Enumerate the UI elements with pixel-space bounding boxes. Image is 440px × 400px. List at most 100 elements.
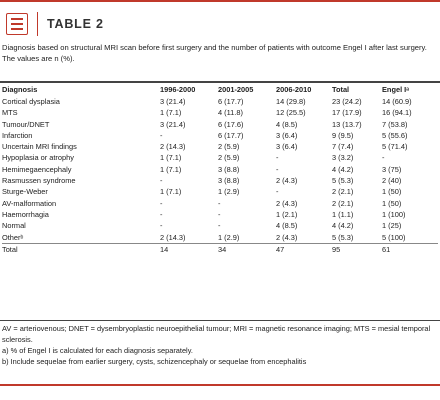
value-cell: - [276,164,279,174]
value-cell: 1 (7.1) [160,164,182,174]
footnote-b: b) Include sequelae from earlier surgery… [2,357,307,366]
diagnosis-cell: MTS [2,108,18,118]
total-cell: 34 [218,242,276,256]
value-cell: 7 (7.4) [332,142,354,152]
value-cell: 4 (8.5) [276,221,298,231]
top-accent-rule [0,0,440,2]
value-cell: 1 (2.9) [218,232,240,242]
table-row: Haemorrhagia - - 1 (2.1) 1 (1.1) 1 (100) [2,209,438,220]
value-cell: 4 (8.5) [276,119,298,129]
value-cell: 3 (8.8) [218,164,240,174]
value-cell: 5 (5.3) [332,232,354,242]
bottom-accent-rule [0,384,440,386]
table-row: Tumour/DNET 3 (21.4) 6 (17.6) 4 (8.5) 13 (13… [2,119,438,130]
table-header: TABLE 2 [0,9,440,39]
value-cell: 7 (53.8) [382,119,408,129]
value-cell: 2 (40) [382,176,402,186]
total-row: Total 14 34 47 95 61 [2,242,438,256]
total-cell: 95 [332,242,382,256]
value-cell: - [160,198,163,208]
value-cell: 2 (14.3) [160,142,186,152]
header-separator [37,12,38,36]
table-bottom-rule [0,320,440,321]
footnote-a: a) % of Engel I is calculated for each d… [2,346,193,355]
diagnosis-cell: Uncertain MRI findings [2,142,77,152]
value-cell: 1 (50) [382,187,402,197]
value-cell: - [160,209,163,219]
value-cell: 3 (75) [382,164,402,174]
column-header: 2001-2005 [218,84,254,94]
table-row: AV-malformation - - 2 (4.3) 2 (2.1) 1 (50) [2,198,438,209]
value-cell: 1 (100) [382,209,406,219]
value-cell: 23 (24.2) [332,97,362,106]
table-row: MTS 1 (7.1) 4 (11.8) 12 (25.5) 17 (17.9) 16 (… [2,107,438,118]
table-row: Cortical dysplasia 3 (21.4) 6 (17.7) 14 (29… [2,96,438,107]
value-cell: 2 (4.3) [276,176,298,186]
total-cell: 14 [160,242,218,256]
footnotes: AV = arteriovenous; DNET = dysembryoplas… [2,323,436,367]
diagnosis-cell: Haemorrhagia [2,209,49,219]
value-cell: 3 (6.4) [276,130,298,140]
value-cell: 6 (17.6) [218,119,244,129]
diagnosis-cell: Infarction [2,130,33,140]
value-cell: 2 (2.1) [332,187,354,197]
value-cell: - [218,221,221,231]
diagnosis-cell: Tumour/DNET [2,119,50,129]
value-cell: - [276,187,279,197]
diagnosis-cell: Rasmussen syndrome [2,176,76,186]
value-cell: 4 (4.2) [332,164,354,174]
value-cell: 3 (3.2) [332,153,354,163]
value-cell: 5 (71.4) [382,142,408,152]
value-cell: - [160,176,163,186]
diagnosis-cell: Cortical dysplasia [2,97,60,106]
value-cell: 1 (7.1) [160,187,182,197]
value-cell: 17 (17.9) [332,108,362,118]
table-row: Uncertain MRI findings 2 (14.3) 2 (5.9) 3 (… [2,141,438,152]
value-cell: 3 (8.8) [218,176,240,186]
table-row: Otherᵇ 2 (14.3) 1 (2.9) 2 (4.3) 5 (5.3) 5 (10… [2,232,438,244]
value-cell: 2 (4.3) [276,232,298,242]
value-cell: 4 (4.2) [332,221,354,231]
diagnosis-cell: Otherᵇ [2,232,24,242]
table-row: Infarction - 6 (17.7) 3 (6.4) 9 (9.5) 5 (55.6… [2,130,438,141]
column-header: Engel Iᵃ [382,84,410,94]
value-cell: 1 (7.1) [160,153,182,163]
table-label: TABLE 2 [47,17,104,31]
value-cell: 13 (13.7) [332,119,362,129]
value-cell: - [218,209,221,219]
value-cell: - [276,153,279,163]
table-row: Hypoplasia or atrophy 1 (7.1) 2 (5.9) - 3 (3… [2,152,438,163]
column-header: Total [332,84,350,94]
value-cell: 1 (2.1) [276,209,298,219]
table-header-row: Diagnosis 1996-2000 2001-2005 2006-2010 … [2,83,438,96]
table-row: Normal - - 4 (8.5) 4 (4.2) 1 (25) [2,220,438,231]
total-cell: 47 [276,242,332,256]
value-cell: 2 (14.3) [160,232,186,242]
value-cell: - [160,130,163,140]
diagnosis-cell: Sturge-Weber [2,187,48,197]
data-table: Diagnosis 1996-2000 2001-2005 2006-2010 … [2,83,438,256]
value-cell: 2 (4.3) [276,198,298,208]
total-cell: 61 [382,242,438,256]
value-cell: 3 (6.4) [276,142,298,152]
table-caption: Diagnosis based on structural MRI scan b… [2,43,427,63]
value-cell: 3 (21.4) [160,119,186,129]
value-cell: 5 (55.6) [382,130,408,140]
column-header: 1996-2000 [160,84,196,94]
diagnosis-cell: AV-malformation [2,198,57,208]
total-cell: Total [2,242,160,256]
value-cell: 6 (17.7) [218,97,244,106]
value-cell: 16 (94.1) [382,108,412,118]
value-cell: 5 (5.3) [332,176,354,186]
value-cell: - [382,153,385,163]
value-cell: 2 (5.9) [218,153,240,163]
value-cell: 6 (17.7) [218,130,244,140]
value-cell: 1 (7.1) [160,108,182,118]
column-header: Diagnosis [2,84,38,94]
value-cell: - [160,221,163,231]
value-cell: 4 (11.8) [218,108,243,118]
column-header: 2006-2010 [276,84,312,94]
value-cell: 9 (9.5) [332,130,354,140]
value-cell: 2 (2.1) [332,198,354,208]
